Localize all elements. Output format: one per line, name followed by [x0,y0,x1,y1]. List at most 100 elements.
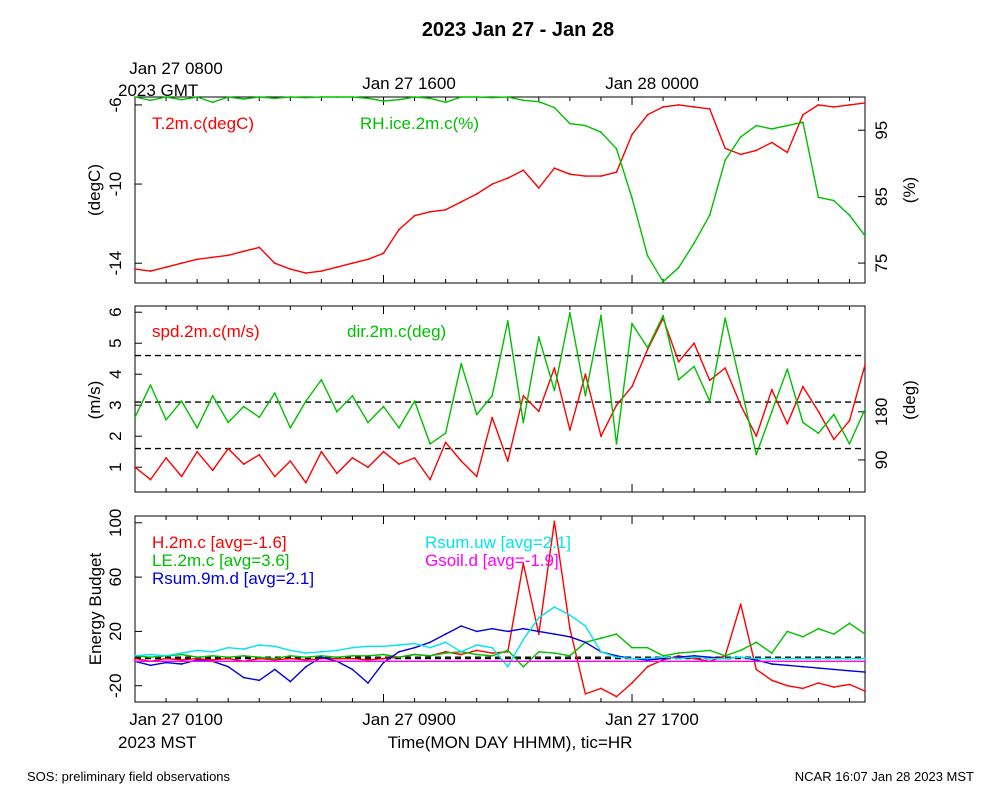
data-point-le-2m-c [537,650,540,653]
data-point-le-2m-c [149,656,152,659]
data-point-rh-ice-2m-c [600,131,602,134]
data-point-t-2m-c-degc [569,173,571,176]
data-point-h-2m-c [817,682,820,684]
data-point-dir-2m-c-deg [553,389,556,392]
data-point-spd-2m-c-m-s [242,463,245,465]
y-tick-label-left: 1 [106,462,125,471]
right-axis-label: (%) [900,177,919,203]
data-point-h-2m-c [351,657,354,660]
energy-budget-panel: -20 20 60 100 Energy Budget H.2m.c [avg=-1.… [86,509,866,703]
data-point-le-2m-c [413,653,416,656]
data-point-dir-2m-c-deg [460,362,463,365]
data-point-dir-2m-c-deg [522,421,525,424]
data-point-rsum-uw [351,646,354,649]
data-point-spd-2m-c-m-s [584,373,587,376]
data-point-t-2m-c-degc [134,268,136,270]
data-point-dir-2m-c-deg [833,413,835,416]
data-point-dir-2m-c-deg [600,314,602,317]
data-point-rsum-uw [662,656,664,659]
data-point-t-2m-c-degc [786,151,789,154]
data-point-rsum-9m-d [351,668,354,671]
data-point-rsum-9m-d [429,641,431,644]
data-point-rsum-uw [817,657,820,660]
data-point-dir-2m-c-deg [615,443,618,445]
panel-frame [134,515,866,703]
data-point-t-2m-c-degc [646,113,649,116]
data-point-le-2m-c [398,656,400,659]
data-point-rsum-uw [600,650,602,653]
data-point-rsum-uw [475,644,478,646]
data-point-le-2m-c [739,649,742,652]
data-point-spd-2m-c-m-s [336,472,338,475]
data-point-h-2m-c [273,659,276,661]
data-point-le-2m-c [273,657,276,660]
data-point-le-2m-c [320,654,323,657]
data-point-spd-2m-c-m-s [848,419,851,422]
data-point-le-2m-c [506,649,509,652]
data-point-rsum-uw [631,657,633,660]
data-point-dir-2m-c-deg [569,312,571,314]
wind-panel: 1 2 3 4 5 6 90 180 (m/s) (deg) spd.2m.c(m/s) di… [85,305,919,493]
data-point-le-2m-c [786,630,789,633]
data-point-rsum-uw [770,657,773,660]
data-point-le-2m-c [429,654,431,657]
data-point-dir-2m-c-deg [398,427,400,429]
figure-title: 2023 Jan 27 - Jan 28 [422,19,614,41]
data-point-le-2m-c [553,652,556,654]
data-point-rsum-9m-d [802,665,804,668]
data-point-rh-ice-2m-c [134,96,136,98]
data-point-t-2m-c-degc [444,208,447,211]
data-point-spd-2m-c-m-s [398,463,400,465]
data-point-rsum-uw [227,646,230,649]
data-point-spd-2m-c-m-s [569,429,571,431]
series-line-rh-ice-2m-c [134,96,866,283]
data-point-t-2m-c-degc [336,266,338,269]
data-point-rh-ice-2m-c [491,96,494,99]
data-point-rsum-9m-d [165,661,168,664]
data-point-le-2m-c [491,654,494,657]
data-point-t-2m-c-degc [196,258,199,261]
data-point-t-2m-c-degc [367,258,369,261]
y-tick-label-left: 60 [106,568,125,587]
data-point-rh-ice-2m-c [631,197,633,199]
series-line-rsum-uw [134,606,865,668]
bottom-axis-first-label-line1: Jan 27 0100 [129,710,223,729]
data-point-h-2m-c [631,682,633,684]
data-point-t-2m-c-degc [677,104,680,106]
data-point-le-2m-c [444,652,447,654]
data-point-rsum-uw [802,657,804,660]
data-point-h-2m-c [662,659,664,661]
data-point-le-2m-c [864,633,866,635]
data-point-rh-ice-2m-c [537,100,540,103]
y-tick-label-left: 5 [106,338,125,347]
data-point-h-2m-c [475,649,478,652]
data-point-dir-2m-c-deg [305,400,307,402]
data-point-le-2m-c [693,650,695,653]
data-point-h-2m-c [491,652,494,654]
data-point-rsum-uw [584,625,587,627]
data-point-rsum-9m-d [413,646,416,649]
data-point-le-2m-c [382,653,385,656]
data-point-h-2m-c [258,657,261,660]
data-point-t-2m-c-degc [848,104,851,106]
data-point-t-2m-c-degc [305,272,307,274]
data-point-dir-2m-c-deg [273,392,276,394]
data-point-rsum-9m-d [569,635,571,638]
data-point-dir-2m-c-deg [382,405,385,408]
y-tick-label-left: 3 [106,400,125,409]
data-point-dir-2m-c-deg [444,432,447,435]
data-point-h-2m-c [211,659,214,661]
data-point-t-2m-c-degc [584,175,587,178]
data-point-le-2m-c [631,646,633,649]
data-point-rh-ice-2m-c [646,254,649,257]
data-point-rsum-uw [693,656,695,659]
temperature-humidity-panel: -6 -10 -14 75 85 95 (degC) (%) T.2m.c(degC) R… [85,96,919,284]
data-point-spd-2m-c-m-s [320,450,323,453]
data-point-rsum-9m-d [708,656,711,659]
data-point-t-2m-c-degc [864,102,866,104]
data-point-t-2m-c-degc [755,149,758,152]
data-point-h-2m-c [180,659,183,661]
data-point-rsum-uw [444,641,447,644]
data-point-t-2m-c-degc [475,193,478,195]
data-point-t-2m-c-degc [289,268,292,270]
